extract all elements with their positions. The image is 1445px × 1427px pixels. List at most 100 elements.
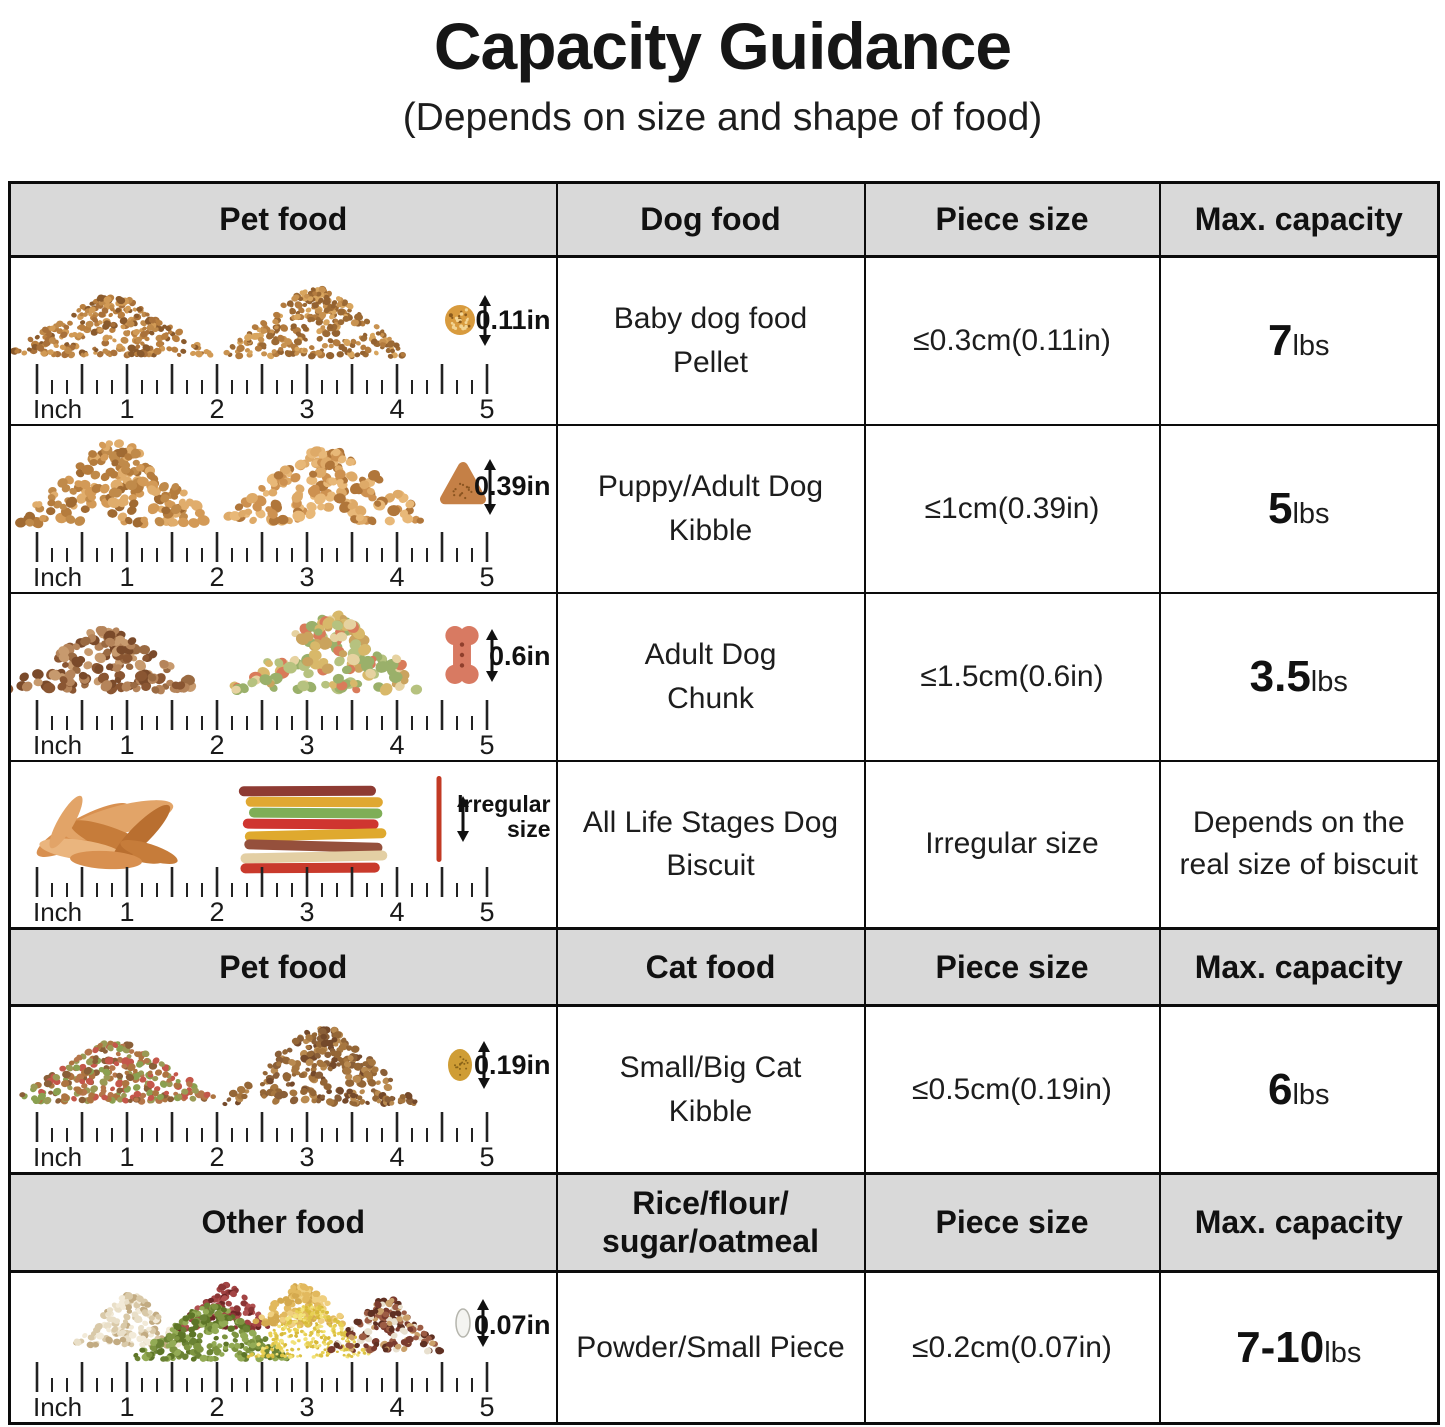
food-name: Powder/Small Piece	[555, 1270, 866, 1425]
other-food-header-row: Other food Rice/flour/ sugar/oatmeal Pie…	[8, 1172, 1440, 1273]
powder-small-piece-row: 0.07in Inch 1 2 3 4 5 Powder/Small Piece ≤0.2…	[8, 1270, 1440, 1425]
svg-text:3: 3	[299, 1392, 314, 1420]
svg-text:2: 2	[209, 562, 224, 590]
max-capacity: 6lbs	[1158, 1004, 1440, 1175]
svg-text:4: 4	[389, 1392, 404, 1420]
piece-size: ≤0.5cm(0.19in)	[863, 1004, 1161, 1175]
max-capacity: 7-10lbs	[1158, 1270, 1440, 1425]
grains-piles-icon	[73, 1281, 489, 1363]
cat-kibble-row: 0.19in Inch 1 2 3 4 5 Small/Big Cat Kibble ≤0…	[8, 1004, 1440, 1175]
svg-text:5: 5	[479, 1392, 494, 1420]
piece-size: Irregular size	[863, 759, 1161, 930]
svg-text:1: 1	[119, 730, 134, 758]
page-title: Capacity Guidance	[433, 9, 1012, 83]
max-capacity: 7lbs	[1158, 255, 1440, 426]
cat-kibble-piles-icon	[19, 1026, 490, 1107]
max-capacity: 5lbs	[1158, 423, 1440, 594]
inch-ruler-icon: Inch 1 2 3 4 5	[33, 363, 495, 422]
svg-text:Inch: Inch	[33, 1142, 82, 1170]
svg-text:4: 4	[389, 1142, 404, 1170]
dog-biscuit-row: lrregular size Inch 1 2 3 4 5 All Life Stages…	[8, 759, 1440, 930]
svg-text:Inch: Inch	[33, 1392, 82, 1420]
svg-text:2: 2	[209, 897, 224, 925]
svg-text:5: 5	[479, 562, 494, 590]
measure-label: 0.07in	[473, 1310, 551, 1340]
measure-label: 0.19in	[473, 1050, 551, 1080]
svg-text:1: 1	[119, 897, 134, 925]
header-piece-size: Piece size	[863, 181, 1161, 258]
svg-text:4: 4	[389, 394, 404, 422]
food-image-cell: 0.11in Inch 1 2 3 4 5	[8, 255, 558, 426]
measure-label: 0.11in	[475, 305, 551, 335]
adult-dog-chunk-row: 0.6in Inch 1 2 3 4 5 Adult Dog Chunk ≤1.5cm(0…	[8, 591, 1440, 762]
header-rice-flour: Rice/flour/ sugar/oatmeal	[555, 1172, 866, 1273]
svg-text:1: 1	[119, 1392, 134, 1420]
svg-text:5: 5	[479, 394, 494, 422]
header-pet-food: Pet food	[8, 927, 558, 1007]
food-image-cell: 0.39in Inch 1 2 3 4 5	[8, 423, 558, 594]
svg-text:Inch: Inch	[33, 897, 82, 925]
svg-text:2: 2	[209, 1392, 224, 1420]
inch-ruler-icon: Inch 1 2 3 4 5	[33, 1112, 495, 1170]
measure-label: 0.6in	[488, 640, 551, 671]
piece-size: ≤1cm(0.39in)	[863, 423, 1161, 594]
header-max-capacity: Max. capacity	[1158, 181, 1440, 258]
svg-text:1: 1	[119, 394, 134, 422]
food-name: All Life Stages Dog Biscuit	[555, 759, 866, 930]
svg-text:2: 2	[209, 394, 224, 422]
svg-text:4: 4	[389, 897, 404, 925]
food-image-cell: 0.6in Inch 1 2 3 4 5	[8, 591, 558, 762]
page-subtitle: (Depends on size and shape of food)	[402, 96, 1043, 139]
measure-label: lrregular size	[457, 790, 551, 842]
kibble-piles-icon	[15, 438, 496, 528]
svg-text:3: 3	[299, 1142, 314, 1170]
max-capacity: Depends on the real size of biscuit	[1158, 759, 1440, 930]
header-piece-size: Piece size	[863, 1172, 1161, 1273]
svg-text:4: 4	[389, 730, 404, 758]
food-name: Adult Dog Chunk	[555, 591, 866, 762]
capacity-table: Pet food Dog food Piece size Max. capaci…	[8, 181, 1440, 1425]
dog-food-header-row: Pet food Dog food Piece size Max. capaci…	[8, 181, 1440, 258]
svg-text:5: 5	[479, 897, 494, 925]
food-image-cell: 0.07in Inch 1 2 3 4 5	[8, 1270, 558, 1425]
svg-text:3: 3	[299, 562, 314, 590]
food-image-cell: 0.19in Inch 1 2 3 4 5	[8, 1004, 558, 1175]
svg-text:Inch: Inch	[33, 730, 82, 758]
svg-text:Inch: Inch	[33, 394, 82, 422]
header-cat-food: Cat food	[555, 927, 866, 1007]
inch-ruler-icon: Inch 1 2 3 4 5	[33, 867, 495, 925]
header-max-capacity: Max. capacity	[1158, 927, 1440, 1007]
svg-text:2: 2	[209, 1142, 224, 1170]
header-max-capacity: Max. capacity	[1158, 1172, 1440, 1273]
cat-food-header-row: Pet food Cat food Piece size Max. capaci…	[8, 927, 1440, 1007]
max-capacity: 3.5lbs	[1158, 591, 1440, 762]
svg-text:5: 5	[479, 730, 494, 758]
piece-size: ≤0.2cm(0.07in)	[863, 1270, 1161, 1425]
food-name: Puppy/Adult Dog Kibble	[555, 423, 866, 594]
svg-text:3: 3	[299, 897, 314, 925]
piece-size: ≤1.5cm(0.6in)	[863, 591, 1161, 762]
food-name: Small/Big Cat Kibble	[555, 1004, 866, 1175]
food-name: Baby dog food Pellet	[555, 255, 866, 426]
header-piece-size: Piece size	[863, 927, 1161, 1007]
svg-text:3: 3	[299, 730, 314, 758]
svg-text:Inch: Inch	[33, 562, 82, 590]
header-pet-food: Pet food	[8, 181, 558, 258]
inch-ruler-icon: Inch 1 2 3 4 5	[33, 531, 495, 590]
inch-ruler-icon: Inch 1 2 3 4 5	[33, 1362, 495, 1420]
svg-text:1: 1	[119, 562, 134, 590]
svg-text:2: 2	[209, 730, 224, 758]
puppy-adult-dog-row: 0.39in Inch 1 2 3 4 5 Puppy/Adult Dog Kibble …	[8, 423, 1440, 594]
svg-text:4: 4	[389, 562, 404, 590]
food-image-cell: lrregular size Inch 1 2 3 4 5	[8, 759, 558, 930]
measure-label: 0.39in	[473, 470, 551, 501]
inch-ruler-icon: Inch 1 2 3 4 5	[33, 699, 495, 758]
svg-text:3: 3	[299, 394, 314, 422]
svg-text:5: 5	[479, 1142, 494, 1170]
pellet-piles-icon	[11, 285, 491, 360]
chunk-bone-piles-icon	[11, 609, 498, 696]
header-dog-food: Dog food	[555, 181, 866, 258]
piece-size: ≤0.3cm(0.11in)	[863, 255, 1161, 426]
baby-dog-food-row: 0.11in Inch 1 2 3 4 5 Baby dog food Pellet ≤0…	[8, 255, 1440, 426]
jerky-and-sticks-icon	[36, 775, 469, 873]
